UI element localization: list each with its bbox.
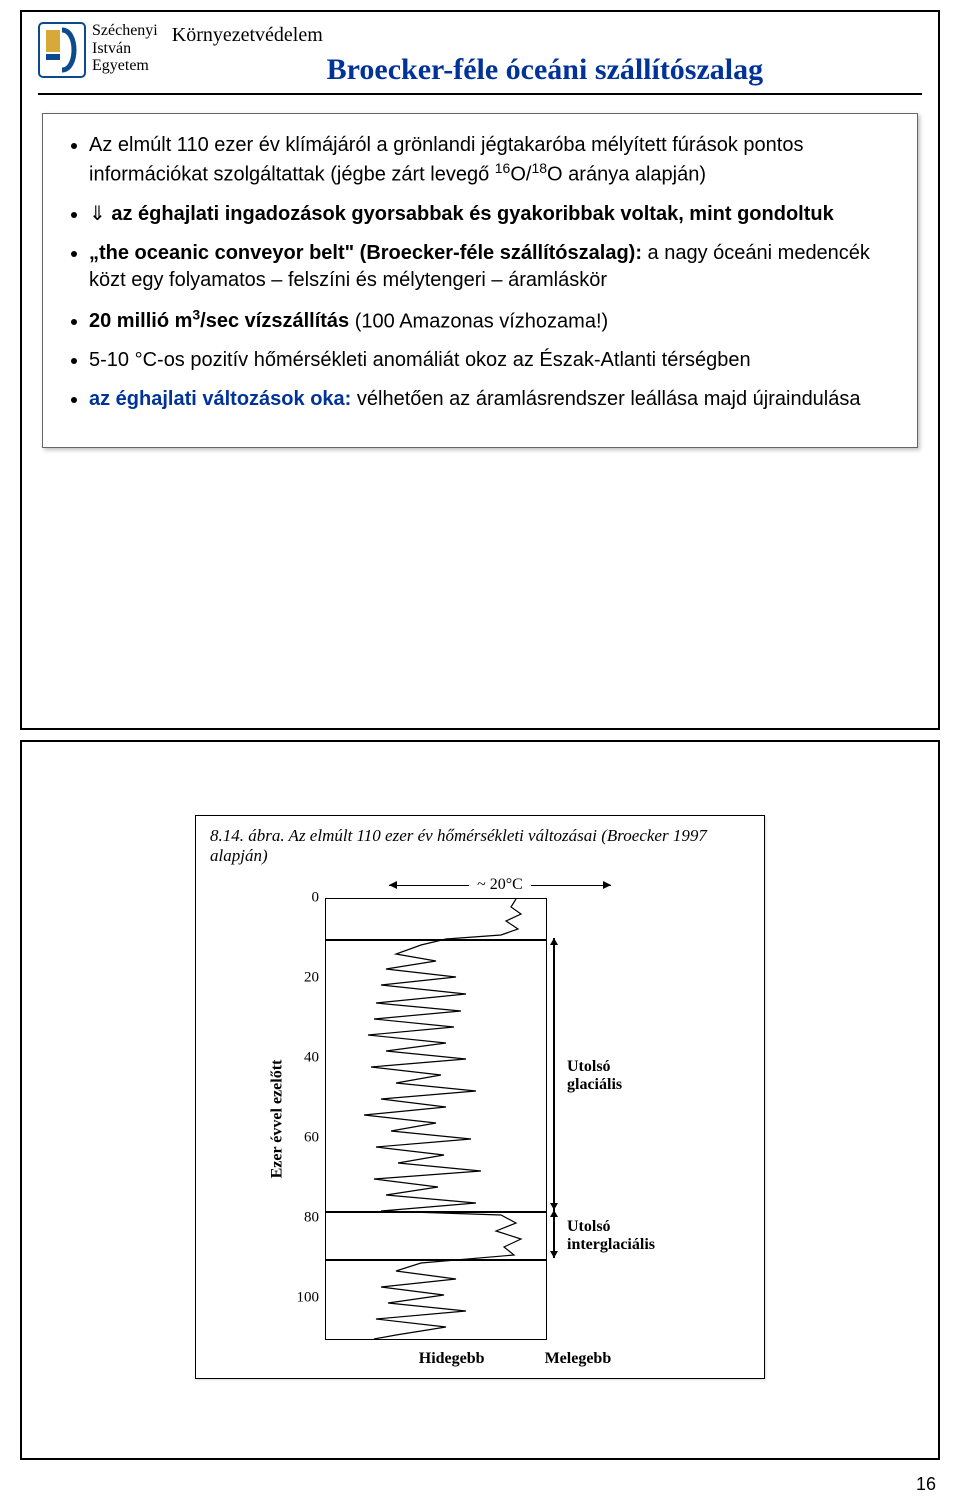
slide-1: Széchenyi István Egyetem Környezetvédele… [20, 10, 940, 730]
uni-line3: Egyetem [92, 57, 158, 75]
y-tick: 80 [304, 1210, 319, 1227]
university-logo-icon [38, 22, 86, 78]
bullet-3: „the oceanic conveyor belt" (Broecker-fé… [89, 240, 895, 294]
x-label-right: Melegebb [545, 1350, 612, 1368]
temperature-trace [326, 899, 546, 1339]
bullet-4: 20 millió m3/sec vízszállítás (100 Amazo… [89, 306, 895, 336]
y-axis-label-col: Ezer évvel ezelőtt [263, 898, 291, 1340]
uni-line1: Széchenyi [92, 22, 158, 40]
plot-box [325, 898, 547, 1340]
period-divider [326, 1211, 546, 1213]
university-logo-block: Széchenyi István Egyetem [38, 22, 158, 78]
slide-title: Broecker-féle óceáni szállítószalag [327, 53, 764, 86]
bullet-5: 5-10 °C-os pozitív hőmérsékleti anomáliá… [89, 347, 895, 374]
slide-2: 8.14. ábra. Az elmúlt 110 ezer év hőmérs… [20, 740, 940, 1460]
content-box: Az elmúlt 110 ezer év klímájáról a grönl… [42, 113, 918, 448]
y-ticks: 020406080100 [291, 898, 325, 1340]
y-tick: 0 [312, 890, 320, 907]
period-arrow [553, 938, 555, 1210]
x-axis-labels: Hidegebb Melegebb [419, 1350, 611, 1368]
annotation-interglacial: Utolsóinterglaciális [567, 1218, 655, 1254]
bullet-list: Az elmúlt 110 ezer év klímájáról a grönl… [65, 132, 895, 413]
university-name: Széchenyi István Egyetem [92, 22, 158, 75]
uni-line2: István [92, 40, 158, 58]
y-tick: 60 [304, 1130, 319, 1147]
x-label-left: Hidegebb [419, 1350, 485, 1368]
annotation-glacial: Utolsóglaciális [567, 1058, 622, 1094]
chart: ~ 20°C Ezer évvel ezelőtt 0 20 40 60 80 100 U… [210, 876, 750, 1368]
bullet-1: Az elmúlt 110 ezer év klímájáról a grönl… [89, 132, 895, 189]
y-tick: 100 [297, 1290, 320, 1307]
y-tick: 20 [304, 970, 319, 987]
page-number: 16 [0, 1470, 960, 1505]
figure-caption: 8.14. ábra. Az elmúlt 110 ezer év hőmérs… [210, 826, 750, 866]
annotation-column: Utolsóglaciális Utolsóinterglaciális [547, 898, 697, 1340]
bullet-2: ⇓ az éghajlati ingadozások gyorsabbak és… [89, 201, 895, 228]
arrow-right-icon [531, 885, 611, 886]
period-divider [326, 1259, 546, 1261]
bullet-6: az éghajlati változások oka: vélhetően a… [89, 386, 895, 413]
x-range-indicator: ~ 20°C [389, 876, 611, 894]
figure: 8.14. ábra. Az elmúlt 110 ezer év hőmérs… [195, 815, 765, 1379]
plot-row: Ezer évvel ezelőtt 020406080100 Utolsógl… [263, 898, 697, 1340]
period-divider [326, 939, 546, 941]
range-label: ~ 20°C [477, 876, 523, 894]
arrow-left-icon [389, 885, 469, 886]
y-tick: 40 [304, 1050, 319, 1067]
period-arrow [553, 1210, 555, 1258]
slide-header: Széchenyi István Egyetem Környezetvédele… [38, 22, 922, 87]
header-divider [38, 93, 922, 95]
y-axis-label: Ezer évvel ezelőtt [268, 1060, 286, 1179]
course-topic: Környezetvédelem [172, 24, 922, 47]
